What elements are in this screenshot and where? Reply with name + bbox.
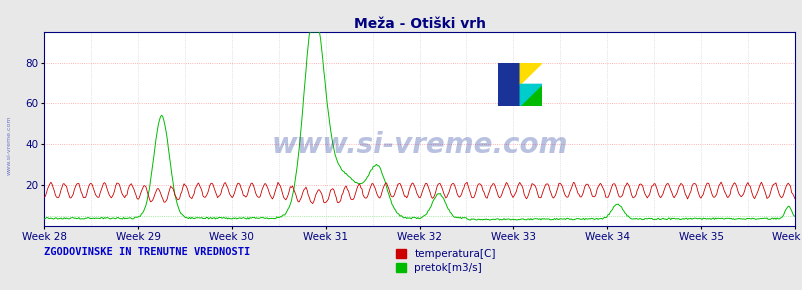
Bar <box>498 63 520 106</box>
Title: Meža - Otiški vrh: Meža - Otiški vrh <box>353 17 485 31</box>
Polygon shape <box>520 84 541 106</box>
Legend: temperatura[C], pretok[m3/s]: temperatura[C], pretok[m3/s] <box>395 249 495 273</box>
Text: www.si-vreme.com: www.si-vreme.com <box>7 115 12 175</box>
Polygon shape <box>520 63 541 84</box>
Polygon shape <box>520 84 541 106</box>
Text: ZGODOVINSKE IN TRENUTNE VREDNOSTI: ZGODOVINSKE IN TRENUTNE VREDNOSTI <box>44 247 250 257</box>
Text: www.si-vreme.com: www.si-vreme.com <box>271 130 567 159</box>
